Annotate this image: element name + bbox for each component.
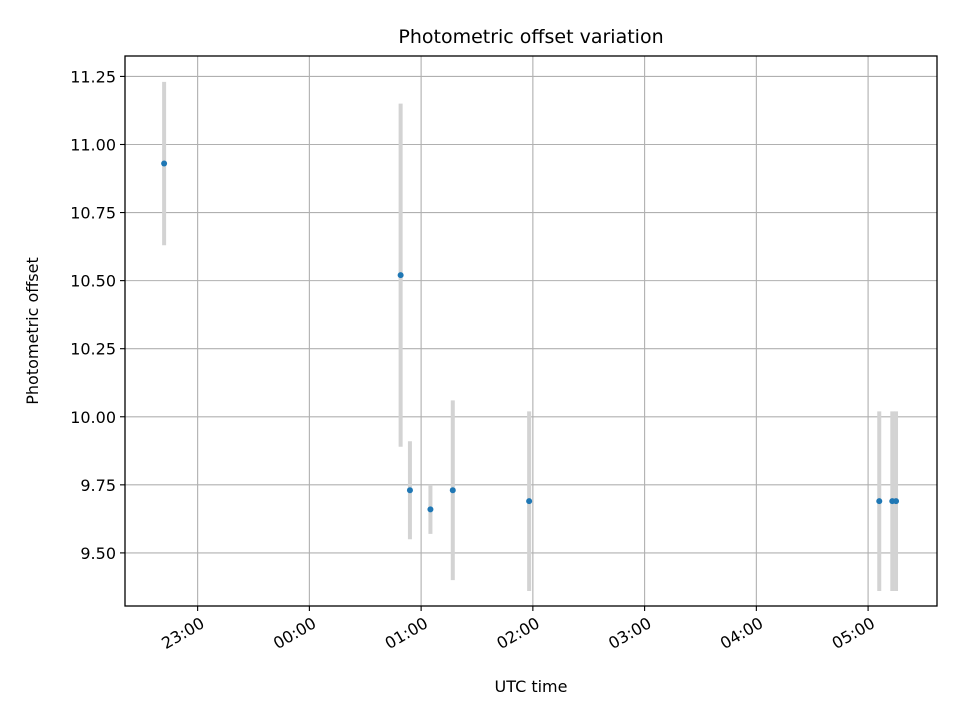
data-point — [449, 487, 456, 494]
chart-title: Photometric offset variation — [398, 26, 663, 48]
plot-frame — [124, 55, 938, 607]
y-tick-label: 10.25 — [70, 340, 116, 359]
y-tick-label: 10.50 — [70, 272, 116, 291]
x-tick-label: 03:00 — [605, 613, 654, 653]
data-points — [161, 160, 900, 513]
y-tick-label: 11.25 — [70, 67, 116, 86]
y-axis-label: Photometric offset — [23, 257, 42, 405]
y-tick-label: 10.00 — [70, 408, 116, 427]
data-point — [427, 506, 434, 513]
x-tick-label: 00:00 — [270, 613, 319, 653]
data-point — [526, 498, 533, 505]
error-bars — [162, 81, 899, 592]
x-tick-label: 04:00 — [717, 613, 766, 653]
data-point — [893, 498, 900, 505]
data-point — [161, 160, 168, 167]
x-axis-ticks: 23:00 00:00 01:00 02:00 03:00 04:00 05:00 — [158, 606, 878, 653]
y-tick-label: 10.75 — [70, 204, 116, 223]
data-point — [876, 498, 883, 505]
x-tick-label: 05:00 — [829, 613, 878, 653]
y-tick-label: 9.75 — [80, 476, 116, 495]
y-tick-label: 9.50 — [80, 544, 116, 563]
grid — [125, 56, 937, 606]
y-axis-ticks: 9.50 9.75 10.00 10.25 10.50 10.75 11.00 11.25 — [70, 67, 125, 563]
data-point — [406, 487, 413, 494]
y-tick-label: 11.00 — [70, 135, 116, 154]
x-axis-label: UTC time — [495, 677, 568, 696]
x-tick-label: 23:00 — [158, 613, 207, 653]
x-tick-label: 02:00 — [493, 613, 542, 653]
data-point — [397, 272, 404, 279]
x-tick-label: 01:00 — [382, 613, 431, 653]
